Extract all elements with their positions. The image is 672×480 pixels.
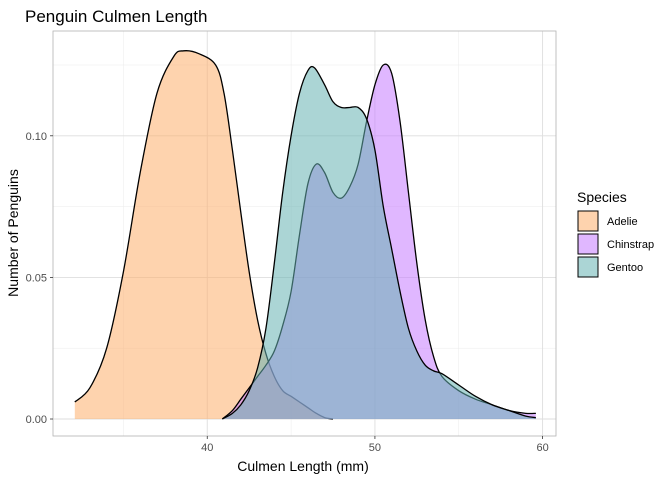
density-area-adelie	[74, 50, 334, 420]
legend-label-adelie: Adelie	[607, 216, 638, 228]
legend-label-chinstrap: Chinstrap	[607, 239, 654, 251]
legend-label-gentoo: Gentoo	[607, 262, 643, 274]
panel-border	[52, 30, 557, 437]
x-tick-label: 50	[369, 442, 381, 454]
density-area-gentoo	[222, 66, 536, 420]
legend-key-adelie	[577, 210, 599, 232]
x-tick-label: 60	[536, 442, 548, 454]
legend-key-chinstrap	[577, 233, 599, 255]
legend-title: Species	[577, 189, 627, 205]
x-tick-label: 40	[201, 442, 213, 454]
density-areas	[74, 50, 536, 420]
y-axis: 0.00 0.05 0.10	[26, 131, 53, 426]
x-axis-title: Culmen Length (mm)	[237, 458, 369, 474]
legend-key-gentoo	[577, 256, 599, 278]
y-tick-label: 0.05	[26, 272, 47, 284]
y-axis-title: Number of Penguins	[5, 169, 21, 297]
chart-title: Penguin Culmen Length	[25, 7, 207, 26]
y-tick-label: 0.10	[26, 131, 47, 143]
x-axis: 40 50 60	[201, 436, 549, 454]
legend: Species Adelie Chinstrap Gentoo	[577, 189, 654, 278]
density-line-gentoo	[222, 65, 536, 420]
y-tick-label: 0.00	[26, 414, 47, 426]
